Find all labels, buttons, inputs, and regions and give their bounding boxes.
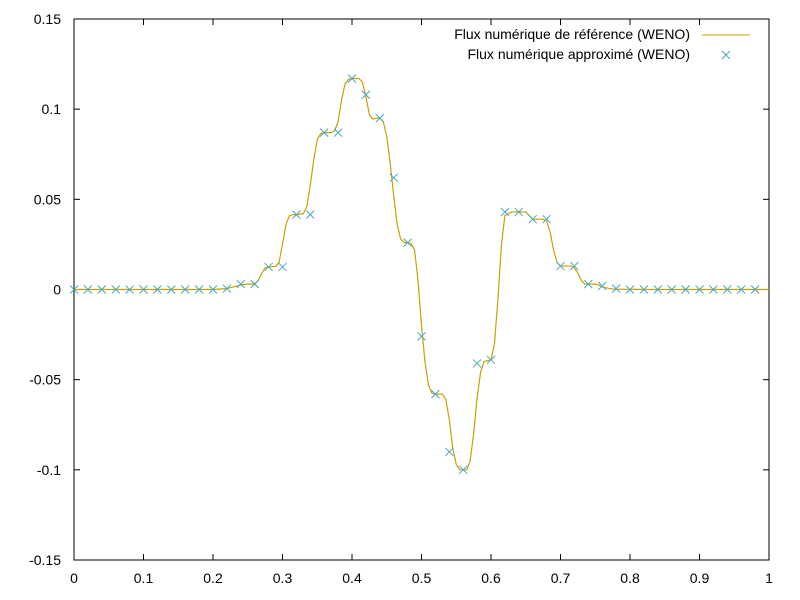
data-point-approx (278, 262, 287, 272)
data-point-approx (625, 285, 635, 294)
data-point-approx (361, 90, 371, 100)
data-point-approx (681, 285, 690, 294)
x-tick-label: 0.8 (620, 570, 640, 586)
data-point-approx (347, 74, 357, 83)
legend: Flux numérique de référence (WENO) Flux … (454, 26, 750, 62)
series-line-reference (74, 77, 769, 471)
data-point-approx (236, 279, 246, 289)
x-tick-label: 0.3 (273, 570, 293, 586)
data-point-approx (695, 285, 704, 294)
data-point-approx (556, 261, 565, 271)
data-point-approx (722, 285, 732, 294)
data-point-approx (583, 279, 593, 289)
data-point-approx (750, 285, 760, 294)
data-point-approx (597, 281, 607, 291)
data-point-approx (417, 332, 426, 341)
data-point-approx (570, 261, 579, 271)
data-point-approx (264, 262, 273, 272)
data-point-approx (639, 285, 649, 294)
data-point-approx (111, 285, 121, 294)
data-point-approx (292, 210, 301, 220)
data-point-approx (139, 285, 148, 294)
data-point-approx (444, 447, 454, 457)
x-tick-label: 1 (765, 570, 773, 586)
data-point-approx (542, 214, 551, 224)
y-tick-label: 0.15 (34, 11, 61, 27)
x-tick-label: 0.1 (134, 570, 154, 586)
y-tick-label: -0.1 (37, 462, 61, 478)
x-tick-label: 0 (70, 570, 78, 586)
data-point-approx (319, 128, 329, 137)
data-point-approx (333, 128, 343, 137)
data-point-approx (208, 285, 218, 294)
series-layer (69, 74, 769, 475)
data-point-approx (97, 285, 107, 294)
data-point-approx (69, 285, 79, 294)
data-point-approx (500, 207, 510, 217)
data-point-approx (709, 285, 718, 294)
data-point-approx (458, 465, 468, 475)
x-tick-label: 0.7 (551, 570, 571, 586)
data-point-approx (305, 210, 315, 220)
x-tick-label: 0.2 (203, 570, 223, 586)
y-tick-label: 0 (53, 282, 61, 298)
data-point-approx (667, 285, 677, 294)
y-tick-label: 0.05 (34, 191, 61, 207)
data-point-approx (125, 285, 134, 294)
data-point-approx (403, 238, 412, 247)
legend-label-reference: Flux numérique de référence (WENO) (454, 26, 690, 42)
data-point-approx (250, 279, 260, 289)
data-point-approx (472, 359, 482, 368)
x-tick-label: 0.5 (412, 570, 432, 586)
y-tick-label: 0.1 (42, 101, 62, 117)
data-point-approx (736, 285, 746, 294)
data-point-approx (375, 113, 385, 123)
x-tick-label: 0.4 (342, 570, 362, 586)
data-point-approx (194, 285, 204, 294)
legend-label-approx: Flux numérique approximé (WENO) (467, 46, 690, 62)
x-tick-label: 0.9 (690, 570, 710, 586)
data-point-approx (166, 285, 176, 294)
data-point-approx (486, 355, 496, 365)
data-point-approx (83, 285, 93, 294)
legend-swatch-approx (721, 50, 731, 60)
data-point-approx (389, 173, 399, 183)
data-point-approx (431, 389, 440, 399)
axis-ticks: 0 0.1 0.2 0.3 0.4 0.5 0.6 0.7 0.8 0.9 1 0.15 0.1 0.05… (29, 11, 773, 586)
data-point-approx (528, 214, 538, 224)
data-point-approx (653, 285, 663, 294)
data-point-approx (153, 285, 162, 294)
y-tick-label: -0.05 (29, 372, 61, 388)
y-tick-label: -0.15 (29, 552, 61, 568)
data-point-approx (611, 284, 621, 293)
data-point-approx (180, 285, 190, 294)
data-point-approx (514, 207, 524, 217)
x-tick-label: 0.6 (481, 570, 501, 586)
data-point-approx (222, 284, 232, 293)
